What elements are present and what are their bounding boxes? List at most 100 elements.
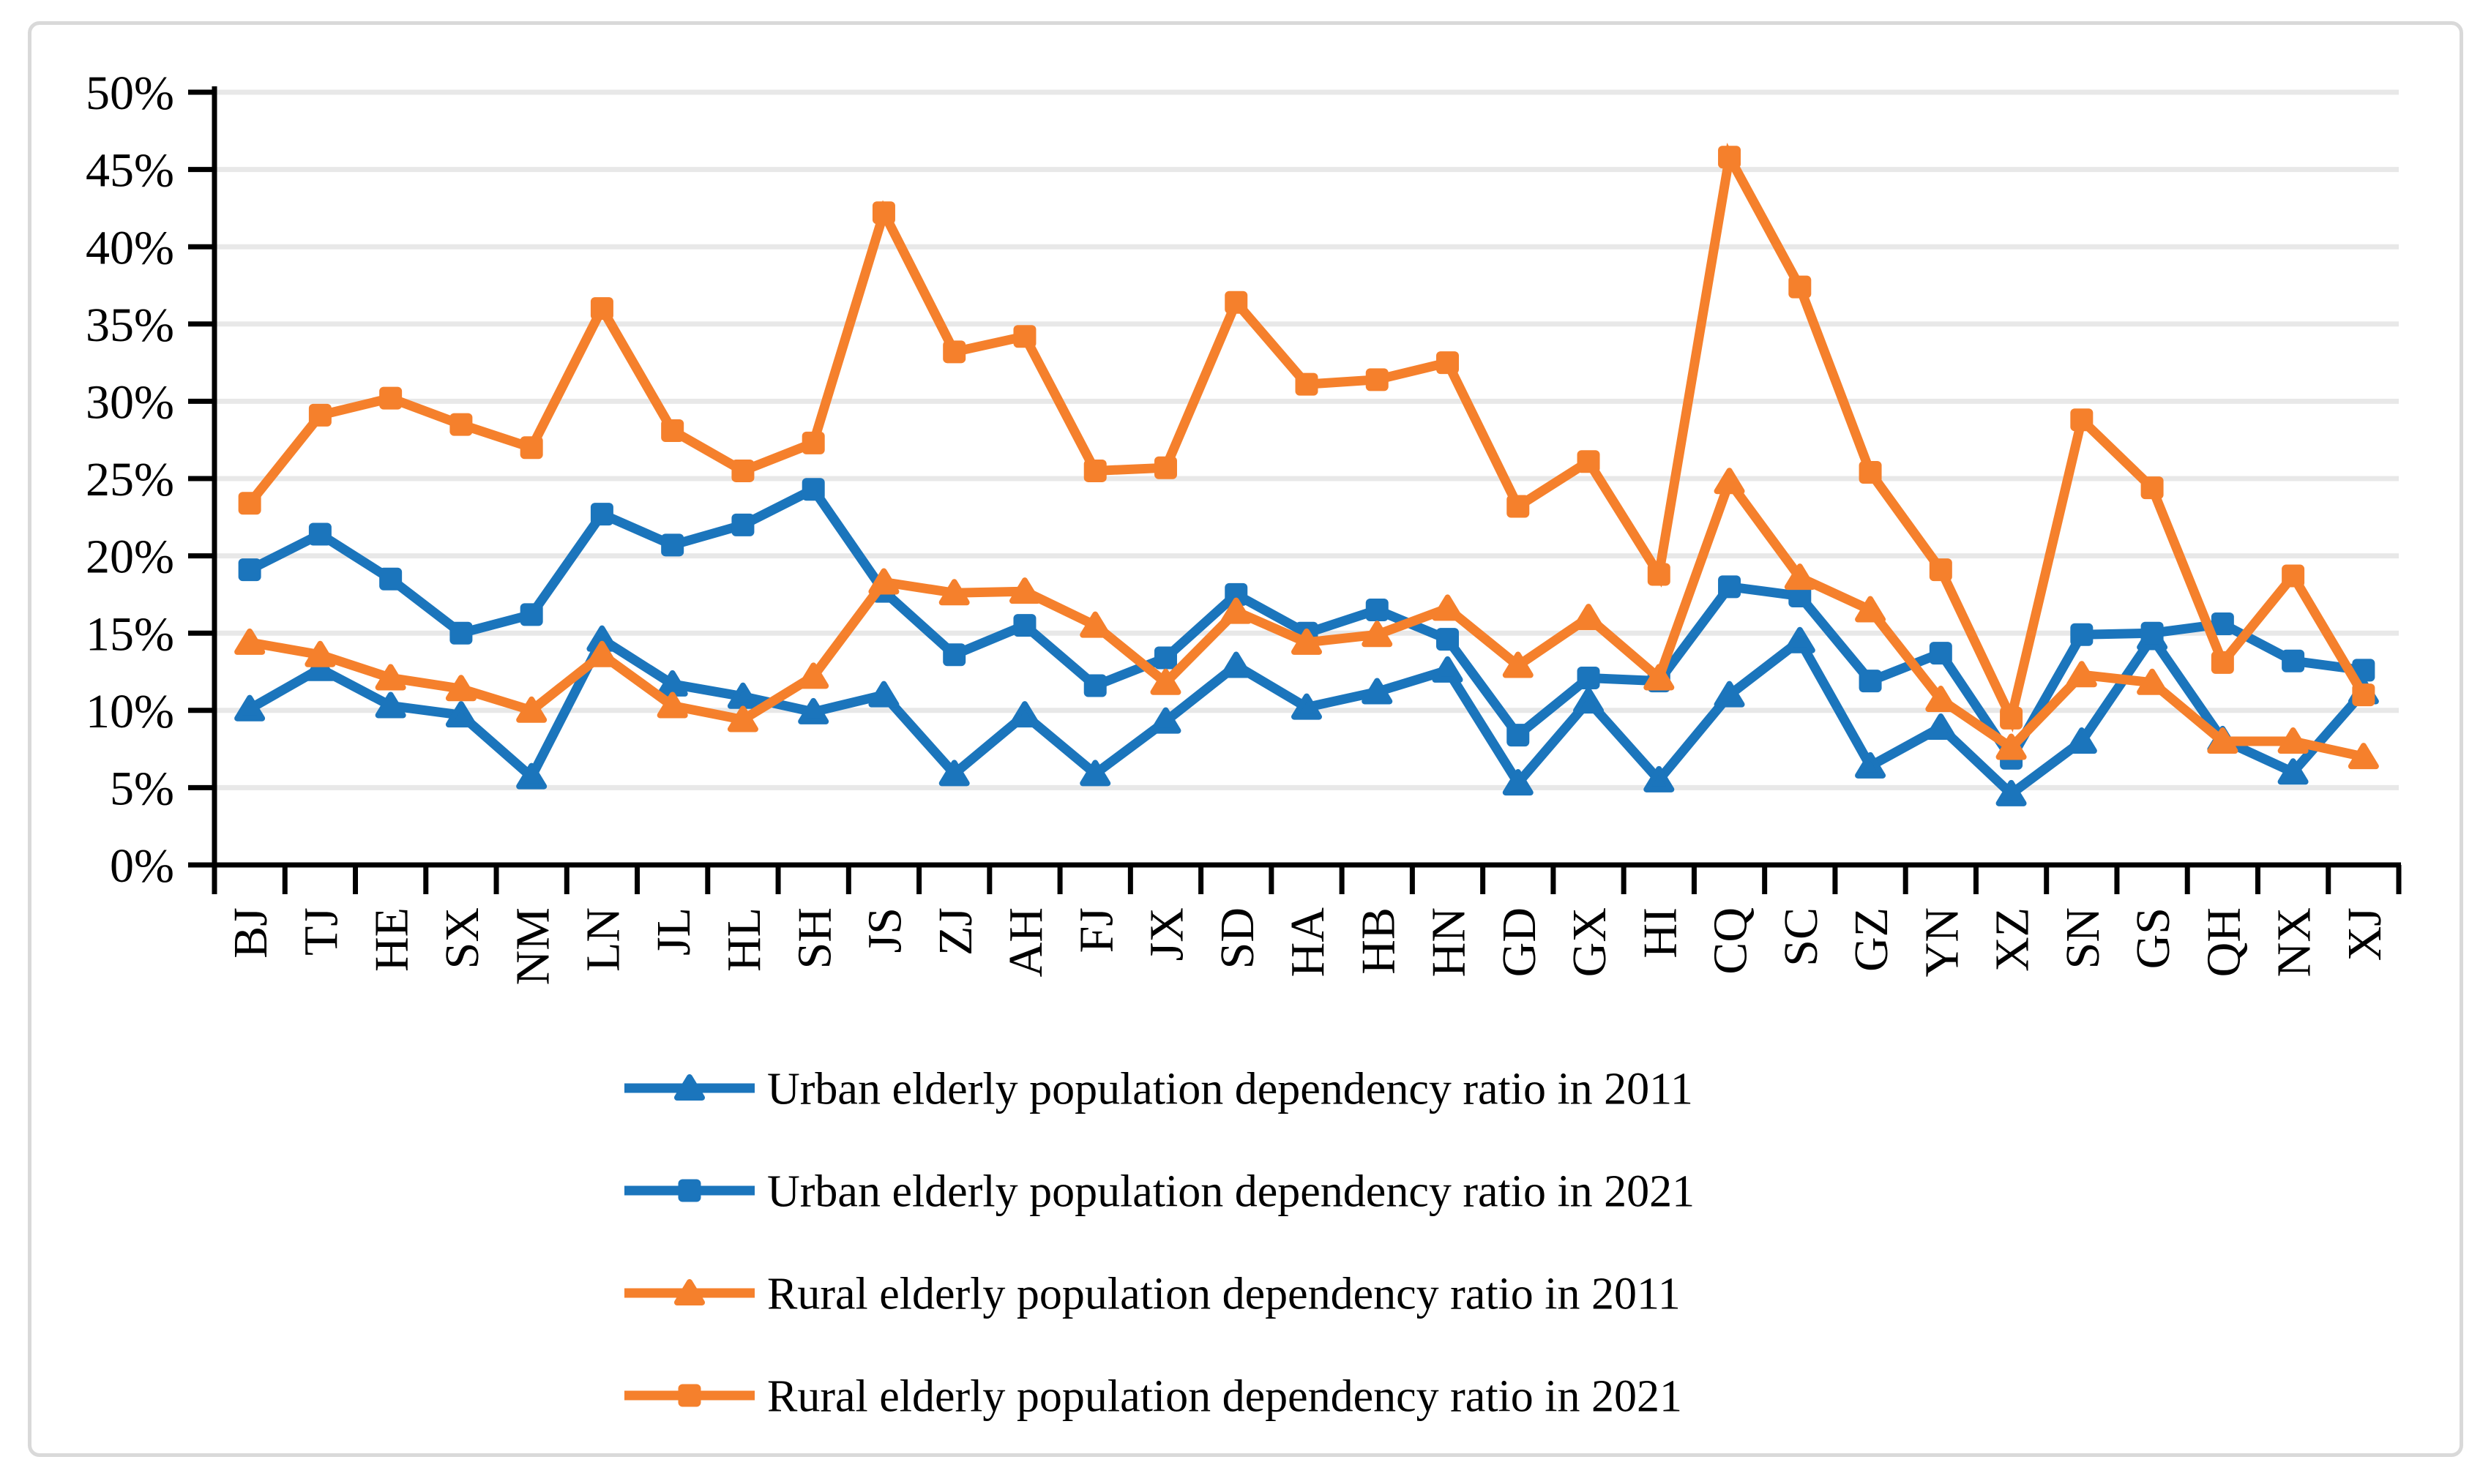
x-label-FJ: FJ xyxy=(1069,907,1123,953)
point-3-YN xyxy=(1929,558,1952,582)
point-3-SC xyxy=(1788,275,1812,299)
legend-label-2: Rural elderly population dependency rati… xyxy=(767,1270,1681,1319)
point-1-BJ xyxy=(238,558,261,582)
x-label-NX: NX xyxy=(2268,907,2321,977)
point-1-QH xyxy=(2211,612,2234,636)
point-2-SX xyxy=(445,675,477,702)
x-label-SH: SH xyxy=(788,907,841,969)
point-1-GS xyxy=(2140,621,2164,645)
point-0-SN xyxy=(2066,727,2097,754)
point-3-HN xyxy=(1436,351,1460,375)
point-2-SD xyxy=(1220,597,1252,624)
point-2-SH xyxy=(798,662,829,689)
x-label-HE: HE xyxy=(365,907,419,972)
point-0-NM xyxy=(516,762,548,790)
x-label-HL: HL xyxy=(717,907,771,972)
y-tick-label-45%: 45% xyxy=(86,144,174,198)
point-3-JL xyxy=(661,419,684,443)
point-0-ZJ xyxy=(938,760,970,787)
point-0-HA xyxy=(1291,693,1322,720)
legend-label-1: Urban elderly population dependency rati… xyxy=(767,1167,1695,1217)
point-0-XZ xyxy=(1995,779,2027,806)
point-1-HN xyxy=(1436,628,1460,651)
page-border-frame xyxy=(28,21,2463,1457)
x-label-HB: HB xyxy=(1351,907,1405,975)
point-2-BJ xyxy=(234,628,266,655)
point-0-AH xyxy=(1009,701,1040,728)
point-3-GZ xyxy=(1859,461,1882,484)
point-2-GD xyxy=(1502,651,1534,678)
point-1-HL xyxy=(731,513,755,536)
point-1-LN xyxy=(590,503,613,526)
point-1-NX xyxy=(2282,649,2305,672)
y-tick-label-0%: 0% xyxy=(110,839,174,893)
point-1-JX xyxy=(1154,646,1177,670)
point-0-GZ xyxy=(1855,752,1886,779)
point-2-NX xyxy=(2277,727,2309,754)
x-label-HN: HN xyxy=(1422,907,1476,977)
point-0-HB xyxy=(1362,678,1393,705)
point-3-XZ xyxy=(2000,706,2023,730)
point-1-SC xyxy=(1788,585,1812,608)
x-label-XJ: XJ xyxy=(2338,907,2391,961)
point-3-BJ xyxy=(238,492,261,515)
x-label-JX: JX xyxy=(1140,907,1194,961)
point-2-SC xyxy=(1784,563,1815,591)
point-2-AH xyxy=(1009,577,1040,604)
point-3-JX xyxy=(1154,456,1177,479)
point-2-TJ xyxy=(305,640,336,667)
point-3-LN xyxy=(590,297,613,321)
point-3-SN xyxy=(2070,408,2094,432)
point-0-HL xyxy=(727,682,758,709)
point-1-GD xyxy=(1506,724,1530,747)
x-label-ZJ: ZJ xyxy=(929,907,982,956)
point-2-FJ xyxy=(1080,611,1111,638)
point-1-TJ xyxy=(308,522,332,546)
x-label-SC: SC xyxy=(1774,907,1828,967)
point-3-NM xyxy=(520,436,543,460)
point-3-NX xyxy=(2282,564,2305,588)
point-1-SN xyxy=(2070,623,2094,646)
point-1-ZJ xyxy=(943,643,966,667)
x-label-HI: HI xyxy=(1633,907,1687,959)
point-0-SX xyxy=(445,701,477,728)
y-tick-label-40%: 40% xyxy=(86,221,174,274)
point-1-SX xyxy=(449,621,473,645)
point-1-XJ xyxy=(2352,659,2375,682)
point-2-XZ xyxy=(1995,733,2027,760)
y-tick-label-10%: 10% xyxy=(86,685,174,738)
y-tick-label-25%: 25% xyxy=(86,453,174,506)
point-3-QH xyxy=(2211,651,2234,674)
legend-marker-0 xyxy=(674,1074,705,1101)
point-0-SC xyxy=(1784,626,1815,653)
x-label-NM: NM xyxy=(506,907,559,985)
point-1-HE xyxy=(379,567,403,591)
point-1-AH xyxy=(1013,614,1037,637)
point-2-HE xyxy=(375,664,406,691)
point-2-GX xyxy=(1573,604,1605,631)
point-3-ZJ xyxy=(943,340,966,364)
point-0-CQ xyxy=(1714,681,1745,708)
point-1-JL xyxy=(661,533,684,557)
y-tick-label-20%: 20% xyxy=(86,531,174,584)
point-2-HL xyxy=(727,705,758,732)
point-2-HI xyxy=(1643,664,1675,691)
point-2-SN xyxy=(2066,661,2097,688)
point-0-YN xyxy=(1925,713,1957,741)
point-0-TJ xyxy=(305,654,336,681)
point-0-FJ xyxy=(1080,760,1111,787)
point-3-SD xyxy=(1225,291,1248,314)
point-3-HI xyxy=(1647,563,1670,586)
point-3-TJ xyxy=(308,403,332,427)
point-1-CQ xyxy=(1718,575,1741,599)
x-label-SD: SD xyxy=(1211,907,1264,969)
point-3-XJ xyxy=(2352,683,2375,707)
point-0-GX xyxy=(1573,687,1605,714)
x-label-GS: GS xyxy=(2126,907,2180,969)
legend-marker-1 xyxy=(678,1179,701,1202)
x-label-LN: LN xyxy=(577,907,630,972)
point-0-JX xyxy=(1150,707,1181,734)
point-0-NX xyxy=(2277,758,2309,785)
